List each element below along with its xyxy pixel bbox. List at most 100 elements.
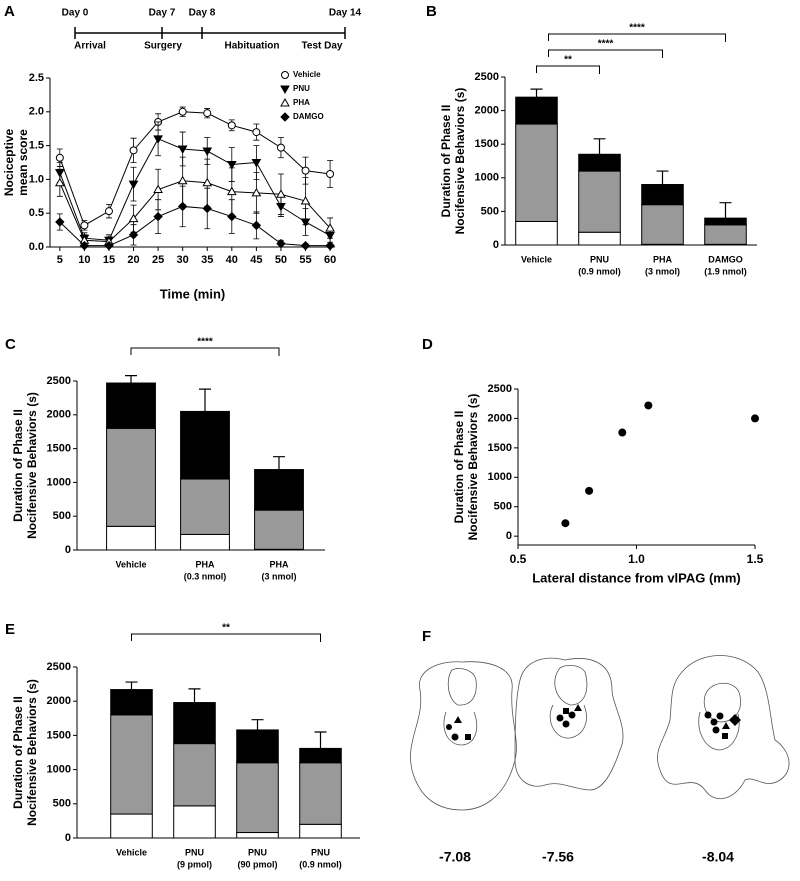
- significance-bracket: [548, 49, 663, 58]
- site-marker: [729, 714, 741, 726]
- site-marker: [562, 720, 570, 728]
- bar-segment: [299, 762, 342, 825]
- x-tick-label: 30: [177, 254, 189, 266]
- x-tick-label: 0.5: [510, 552, 527, 566]
- marker: [79, 240, 90, 251]
- marker: [325, 223, 335, 232]
- significance-bracket: [536, 65, 600, 74]
- y-axis-label: Nocifensive Behaviors (s): [466, 394, 480, 541]
- error-bar: [314, 731, 327, 749]
- bar-segment: [106, 382, 156, 429]
- legend-marker: [280, 97, 290, 107]
- bar-segment: [515, 96, 558, 125]
- bar-segment: [106, 427, 156, 527]
- marker: [227, 211, 237, 222]
- x-tick-label: 5: [57, 254, 63, 266]
- slice-outline: [514, 657, 624, 791]
- bar-segment: [515, 123, 558, 222]
- x-tick-note: (1.9 nmol): [704, 266, 747, 276]
- error-bar: [125, 374, 137, 384]
- timeline-phase: Surgery: [144, 41, 182, 52]
- x-tick-note: (3 nmol): [645, 266, 680, 276]
- y-tick-label: 0.5: [29, 207, 44, 219]
- y-tick-label: 500: [494, 501, 512, 513]
- y-tick-label: 1000: [47, 476, 71, 488]
- y-tick-label: 500: [53, 798, 71, 810]
- significance-label: ****: [197, 337, 213, 348]
- y-tick-label: 2500: [47, 661, 71, 673]
- marker: [301, 166, 310, 175]
- marker: [177, 201, 188, 212]
- slice-label: -7.08: [439, 849, 471, 865]
- y-tick-label: 1500: [475, 138, 499, 150]
- x-tick-label: 20: [127, 254, 139, 266]
- slice-inner: [703, 682, 742, 723]
- x-tick-label: PHA: [195, 559, 215, 569]
- site-marker: [704, 711, 712, 719]
- x-tick-label: PNU: [185, 847, 204, 857]
- x-axis-label: Time (min): [160, 286, 226, 301]
- marker: [177, 145, 188, 154]
- site-marker: [716, 712, 724, 720]
- bar-segment: [254, 509, 304, 550]
- panel-letter: A: [4, 3, 15, 20]
- bar-segment: [704, 217, 747, 226]
- y-tick-label: 2.0: [29, 106, 44, 118]
- x-tick-label: PHA: [653, 254, 673, 264]
- error-bar: [719, 202, 732, 219]
- site-marker: [574, 704, 582, 711]
- timeline-day: Day 8: [189, 8, 216, 19]
- slice-label: -8.04: [702, 849, 734, 865]
- panel-letter: D: [422, 336, 433, 353]
- x-tick-label: 1.0: [628, 552, 645, 566]
- bar-segment: [254, 469, 304, 511]
- y-tick-label: 500: [481, 205, 499, 217]
- marker: [251, 159, 262, 168]
- bar-segment: [180, 410, 230, 480]
- bar-segment: [236, 762, 279, 834]
- x-tick-label: Vehicle: [521, 254, 552, 264]
- significance-label: ****: [598, 39, 614, 50]
- bar-segment: [641, 184, 684, 206]
- point: [618, 428, 627, 437]
- y-tick-label: 0: [493, 239, 499, 251]
- bar-segment: [173, 743, 216, 807]
- marker: [153, 211, 163, 222]
- significance-label: **: [564, 55, 572, 66]
- marker: [251, 187, 262, 197]
- marker: [326, 169, 335, 178]
- marker: [128, 230, 139, 240]
- bar-segment: [180, 533, 230, 551]
- site-marker: [454, 716, 462, 723]
- site-marker: [446, 724, 452, 730]
- marker: [251, 220, 262, 231]
- error-bar: [273, 456, 285, 470]
- x-axis-label: Lateral distance from vlPAG (mm): [532, 570, 741, 585]
- x-tick-label: 10: [78, 254, 90, 266]
- y-tick-label: 2500: [47, 375, 71, 387]
- x-tick-note: (0.9 nmol): [299, 859, 342, 869]
- bar-segment: [173, 702, 216, 745]
- slice-outline: [410, 661, 517, 811]
- slice-inner: [698, 711, 740, 751]
- marker: [177, 175, 188, 185]
- point: [561, 519, 570, 528]
- y-axis-label: Nociceptive: [2, 128, 16, 196]
- bar-segment: [106, 525, 156, 551]
- y-tick-label: 1500: [47, 729, 71, 741]
- marker: [153, 184, 163, 194]
- y-tick-label: 2000: [488, 412, 512, 424]
- bar-segment: [641, 204, 684, 245]
- y-axis-label: mean score: [16, 129, 30, 196]
- x-tick-note: (9 pmol): [177, 859, 212, 869]
- marker: [104, 207, 113, 216]
- significance-bracket: [548, 33, 726, 42]
- series-line: [59, 111, 331, 227]
- error-bar: [199, 388, 211, 412]
- marker: [226, 186, 237, 196]
- slice-inner: [447, 668, 477, 706]
- marker: [276, 189, 286, 198]
- y-tick-label: 1000: [475, 172, 499, 184]
- x-tick-label: 50: [275, 254, 287, 266]
